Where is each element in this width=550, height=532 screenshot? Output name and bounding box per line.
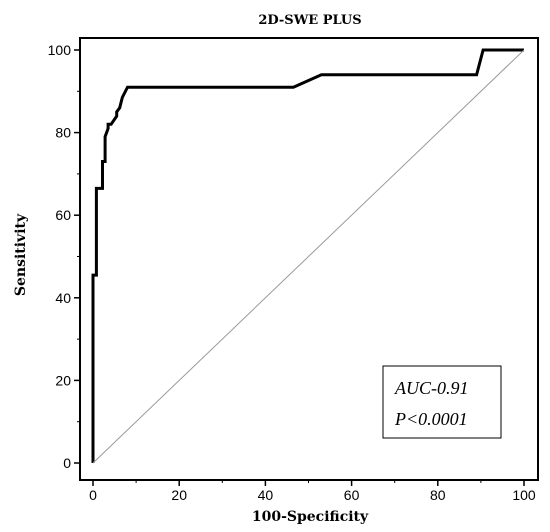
- chart-title: 2D-SWE PLUS: [258, 13, 361, 28]
- x-tick-label: 40: [258, 487, 274, 503]
- x-tick-label: 100: [512, 487, 536, 503]
- x-tick-label: 0: [89, 487, 97, 503]
- x-axis-label: 100-Specificity: [252, 509, 369, 525]
- series-layer: [91, 48, 525, 464]
- p-value-annotation: P<0.0001: [394, 409, 468, 429]
- y-tick-label: 60: [55, 207, 71, 223]
- x-tick-label: 60: [344, 487, 360, 503]
- annotation-box: AUC-0.91 P<0.0001: [382, 365, 502, 439]
- reference-diagonal-line: [92, 49, 525, 464]
- y-tick-label: 80: [55, 125, 71, 141]
- y-axis-label: Sensitivity: [13, 213, 29, 296]
- x-tick-label: 20: [171, 487, 187, 503]
- y-tick-label: 40: [55, 290, 71, 306]
- roc-curve-line: [91, 48, 524, 463]
- auc-annotation: AUC-0.91: [394, 378, 469, 398]
- y-tick-label: 0: [63, 455, 71, 471]
- annotation-frame: [382, 365, 502, 439]
- y-tick-label: 100: [48, 42, 72, 58]
- y-tick-label: 20: [55, 372, 71, 388]
- x-tick-label: 80: [430, 487, 446, 503]
- axis-ticks: 0 20 40 60 80 100 0 20 40 60 80 100: [48, 42, 536, 503]
